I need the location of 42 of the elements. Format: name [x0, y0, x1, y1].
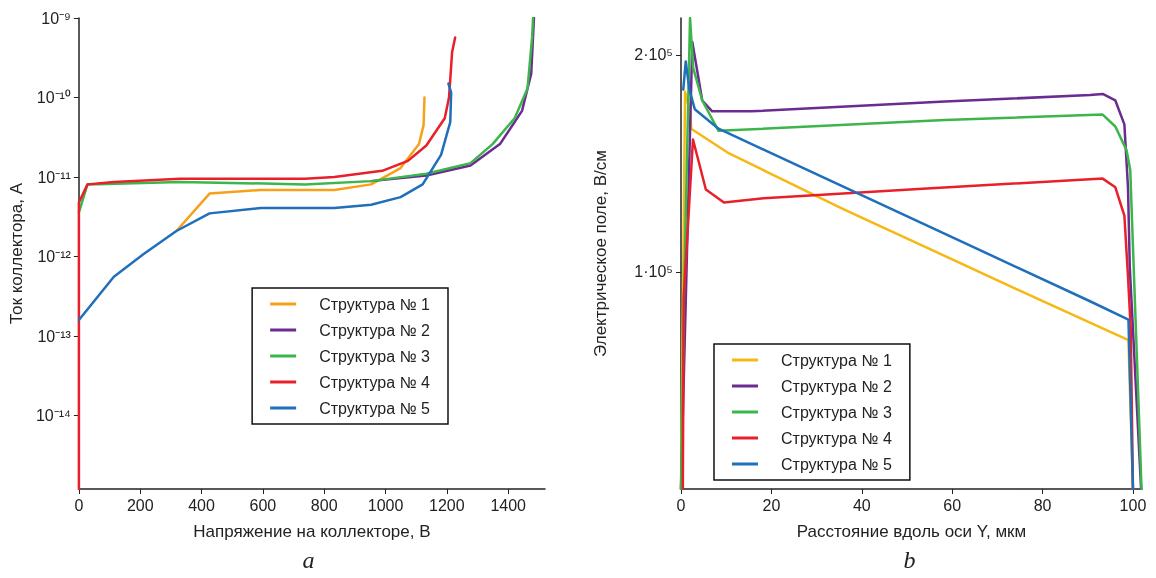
legend-label: Структура № 1	[781, 351, 892, 369]
y-axis-title: Ток коллектора, А	[7, 182, 26, 325]
legend-label: Структура № 3	[319, 347, 431, 365]
legend-label: Структура № 5	[319, 399, 431, 417]
y-tick-label: 2·10⁵	[634, 46, 673, 64]
line-series	[175, 96, 426, 233]
legend-label: Структура № 3	[781, 403, 892, 421]
legend-label: Структура № 1	[319, 295, 431, 313]
x-tick-label: 60	[943, 496, 962, 514]
x-tick-label: 80	[1033, 496, 1052, 514]
x-tick-label: 1400	[490, 496, 527, 514]
x-tick-label: 20	[762, 496, 781, 514]
x-tick-label: 0	[74, 496, 84, 514]
x-tick-label: 1200	[429, 496, 465, 514]
x-axis-title: Напряжение на коллекторе, В	[193, 522, 431, 541]
text: b	[903, 547, 916, 573]
x-tick-label: 600	[249, 496, 277, 514]
x-tick-label: 800	[310, 496, 338, 514]
legend-label: Структура № 4	[319, 373, 431, 391]
y-tick-label: 10⁻¹¹	[37, 168, 71, 186]
text: a	[302, 547, 315, 573]
line-series	[77, 16, 535, 214]
line-series	[77, 36, 457, 491]
y-tick-label: 1·10⁵	[634, 263, 673, 281]
legend-label: Структура № 4	[781, 429, 892, 447]
x-tick-label: 200	[126, 496, 154, 514]
legend-label: Структура № 2	[319, 321, 431, 339]
x-tick-label: 1000	[367, 496, 404, 514]
x-tick-label: 0	[676, 496, 686, 514]
x-tick-label: 100	[1119, 496, 1147, 514]
x-axis-title: Расстояние вдоль оси Y, мкм	[796, 522, 1027, 541]
legend-label: Структура № 2	[781, 377, 892, 395]
x-tick-label: 40	[852, 496, 871, 514]
y-tick-label: 10⁻¹⁰	[36, 89, 71, 107]
y-axis-title: Электрическое поле, В/см	[591, 150, 610, 357]
y-tick-label: 10⁻⁹	[41, 9, 71, 27]
legend-label: Структура № 5	[781, 455, 892, 473]
y-tick-label: 10⁻¹²	[37, 248, 72, 266]
line-series	[77, 82, 453, 322]
y-tick-label: 10⁻¹⁴	[35, 407, 72, 425]
x-tick-label: 400	[188, 496, 215, 514]
y-tick-label: 10⁻¹³	[37, 327, 72, 345]
